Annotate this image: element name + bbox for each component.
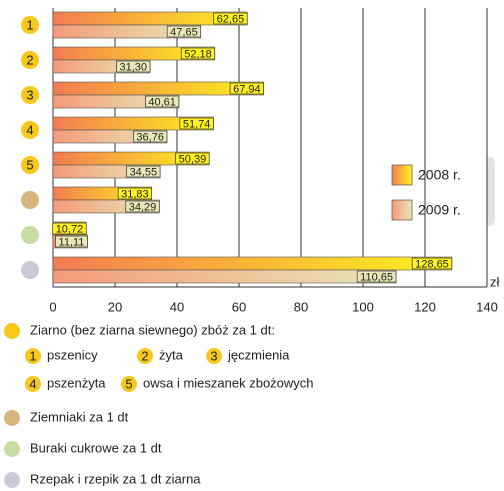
- value-label: 62,65: [217, 13, 245, 25]
- value-label: 47,65: [170, 26, 198, 38]
- x-tick-label: 0: [49, 299, 56, 314]
- category-marker: [21, 261, 39, 279]
- value-label: 36,76: [136, 131, 164, 143]
- legend-swatch: [391, 199, 413, 221]
- value-label: 110,65: [360, 271, 393, 283]
- bar: [52, 256, 453, 271]
- value-label-box: [179, 117, 214, 130]
- category-marker: [21, 51, 39, 69]
- value-label: 34,29: [129, 201, 157, 213]
- value-label-box: [175, 152, 210, 165]
- legend-label: 2008 r.: [418, 167, 461, 183]
- category-label: 5: [26, 157, 33, 172]
- legend-label: 2009 r.: [418, 202, 461, 218]
- value-label-box: [116, 60, 151, 73]
- value-label: 51,74: [183, 118, 211, 130]
- x-tick-label: 40: [170, 299, 184, 314]
- value-label-box: [229, 82, 264, 95]
- category-marker: [21, 226, 39, 244]
- value-label: 11,11: [59, 236, 85, 248]
- x-tick-label: 120: [414, 299, 436, 314]
- legend-swatch: [391, 164, 413, 186]
- key-grain-label: owsa i mieszanek zbożowych: [143, 375, 314, 390]
- x-tick-label: 100: [352, 299, 374, 314]
- value-label: 10,72: [56, 223, 84, 235]
- value-label: 31,83: [121, 188, 149, 200]
- category-label: 1: [26, 17, 33, 32]
- key-other-label: Buraki cukrowe za 1 dt: [30, 440, 162, 455]
- value-label: 31,30: [119, 61, 147, 73]
- category-label: 3: [26, 87, 33, 102]
- key-number: 2: [141, 348, 148, 363]
- key-number: 1: [29, 348, 36, 363]
- value-label-box: [133, 130, 168, 143]
- x-tick-label: 140: [476, 299, 498, 314]
- value-label-box: [55, 235, 88, 248]
- value-label-box: [126, 165, 161, 178]
- category-marker: [21, 86, 39, 104]
- value-label: 40,61: [148, 96, 176, 108]
- key-other-label: Rzepak i rzepik za 1 dt ziarna: [30, 471, 201, 486]
- value-label: 67,94: [233, 83, 261, 95]
- key-title: Ziarno (bez ziarna siewnego) zbóż za 1 d…: [30, 322, 275, 337]
- value-label-box: [411, 257, 453, 270]
- key-grain-label: żyta: [159, 347, 184, 362]
- category-marker: [21, 191, 39, 209]
- key-number-marker: [121, 376, 137, 392]
- value-label-box: [180, 47, 216, 60]
- value-label-box: [356, 270, 397, 283]
- category-marker: [21, 156, 39, 174]
- key-number-marker: [206, 348, 222, 364]
- key-marker: [4, 323, 20, 339]
- category-marker: [21, 16, 39, 34]
- key-grain-label: jęczmienia: [227, 347, 290, 362]
- x-tick-label: 80: [294, 299, 308, 314]
- x-axis-label: zł: [490, 274, 500, 289]
- key-number: 3: [210, 348, 217, 363]
- key-marker: [4, 410, 20, 426]
- key-other-label: Ziemniaki za 1 dt: [30, 409, 129, 424]
- category-label: 2: [26, 52, 33, 67]
- value-label: 34,55: [130, 166, 158, 178]
- value-label-box: [117, 187, 153, 200]
- value-label-box: [213, 12, 248, 25]
- category-label: 4: [26, 122, 33, 137]
- key-grain-label: pszenżyta: [47, 375, 106, 390]
- value-label: 128,65: [415, 258, 449, 270]
- key-number-marker: [25, 348, 41, 364]
- value-label-box: [145, 95, 180, 108]
- value-label-box: [166, 25, 202, 38]
- value-label-box: [125, 200, 160, 213]
- key-marker: [4, 441, 20, 457]
- x-tick-label: 60: [232, 299, 246, 314]
- value-label: 50,39: [179, 153, 207, 165]
- key-number-marker: [25, 376, 41, 392]
- key-grain-label: pszenicy: [47, 347, 98, 362]
- key-number: 5: [125, 376, 132, 391]
- key-number-marker: [137, 348, 153, 364]
- key-marker: [4, 472, 20, 488]
- x-tick-label: 20: [108, 299, 122, 314]
- key-number: 4: [29, 376, 36, 391]
- category-marker: [21, 121, 39, 139]
- bar: [52, 269, 397, 284]
- value-label: 52,18: [184, 48, 212, 60]
- value-label-box: [52, 222, 87, 235]
